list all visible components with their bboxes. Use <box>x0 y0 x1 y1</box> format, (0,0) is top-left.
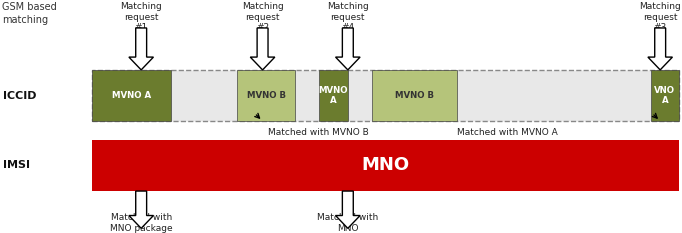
Text: MVNO A: MVNO A <box>112 91 151 100</box>
Polygon shape <box>648 28 672 70</box>
FancyBboxPatch shape <box>372 70 457 121</box>
FancyBboxPatch shape <box>92 140 679 191</box>
Text: Matched with MVNO A: Matched with MVNO A <box>457 128 558 137</box>
FancyBboxPatch shape <box>319 70 348 121</box>
Text: Matched with MVNO B: Matched with MVNO B <box>268 128 369 137</box>
Text: Matching
request
#3: Matching request #3 <box>639 2 681 32</box>
Text: VNO
A: VNO A <box>655 86 675 105</box>
Text: MVNO B: MVNO B <box>247 91 286 100</box>
FancyBboxPatch shape <box>651 70 679 121</box>
Text: MVNO
A: MVNO A <box>318 86 349 105</box>
Text: Matching
request
#2: Matching request #2 <box>241 2 284 32</box>
Text: GSM based
matching: GSM based matching <box>2 2 57 25</box>
Text: MVNO B: MVNO B <box>395 91 434 100</box>
Polygon shape <box>336 191 360 228</box>
Text: Matching
request
#4: Matching request #4 <box>327 2 369 32</box>
Polygon shape <box>129 28 153 70</box>
Polygon shape <box>336 28 360 70</box>
FancyBboxPatch shape <box>237 70 295 121</box>
FancyBboxPatch shape <box>92 70 170 121</box>
Text: MNO: MNO <box>361 156 409 175</box>
Polygon shape <box>250 28 275 70</box>
FancyBboxPatch shape <box>92 70 679 121</box>
Text: Matched with
MNO: Matched with MNO <box>317 213 379 233</box>
Text: ICCID: ICCID <box>3 91 37 100</box>
Polygon shape <box>129 191 153 228</box>
Text: IMSI: IMSI <box>3 161 31 170</box>
Text: Matched with
MNO package: Matched with MNO package <box>110 213 173 233</box>
Text: Matching
request
#1: Matching request #1 <box>120 2 162 32</box>
